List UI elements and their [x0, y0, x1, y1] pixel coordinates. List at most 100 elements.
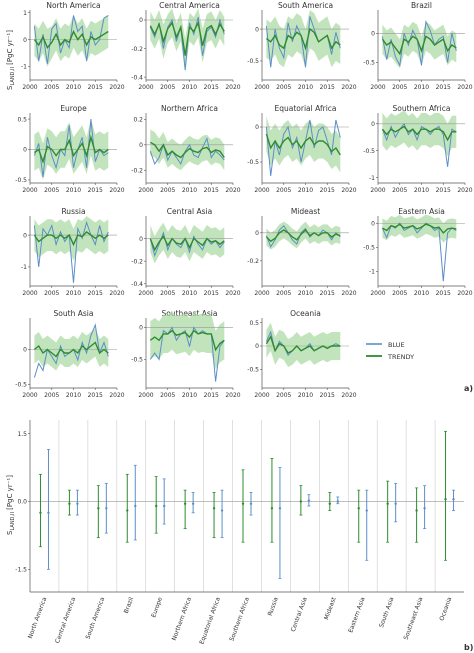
y-tick-label: 1 [23, 10, 27, 17]
x-tick-label: 2015 [88, 290, 103, 297]
errorbar-mean-point [39, 511, 42, 514]
subplot-south-asia: South Asia -0.5 0 2000 2005 2010 2015 2020 [15, 309, 125, 399]
y-tick-label: -0.5 [15, 177, 27, 184]
y-tick-label: -0.5 [247, 58, 259, 65]
series-line-trendy [33, 29, 109, 50]
series-line-trendy [265, 228, 341, 243]
x-tick-label: 2015 [320, 187, 335, 194]
x-category-label: Equatorial Africa [198, 596, 222, 645]
subplot-southeast-asia: Southeast Asia -0.5 0 2000 2005 2010 2015 2020 [131, 309, 241, 399]
errorbar-mean-point [68, 502, 71, 505]
errorbar-mean-point [212, 507, 216, 510]
subplot-central-america: Central America -0.4 -0.2 0 2000 2005 2010 2015… [131, 1, 241, 91]
series-line-trendy [265, 335, 341, 354]
errorbar-blue [423, 485, 427, 530]
x-category-label: Europe [150, 596, 164, 619]
subplot-mideast: Mideast -0.2 0 2000 2005 2010 2015 2020 [247, 207, 357, 297]
series-line-trendy [265, 27, 341, 51]
subplot-oceania: Oceania -0.5 0 0.5 2000 2005 2010 2015 2020 [247, 309, 357, 399]
x-tick-label: 2000 [22, 187, 37, 194]
subplot-brazil: Brazil -0.5 0 2000 2005 2010 2015 2020 [363, 1, 473, 91]
x-tick-label: 2015 [436, 187, 451, 194]
y-tick-label: 0 [139, 325, 143, 332]
subplot-title: Oceania [290, 309, 321, 318]
errorbar-blue [191, 492, 195, 514]
errorbar-mean-point [47, 511, 50, 514]
x-tick-label: 2015 [204, 84, 219, 91]
x-category-label: Russia [267, 596, 280, 617]
errorbar-blue [75, 489, 79, 516]
x-tick-label: 2000 [138, 392, 153, 399]
x-tick-label: 2005 [392, 84, 407, 91]
x-tick-label: 2015 [88, 84, 103, 91]
y-tick-label: -1.5 [15, 567, 27, 574]
errorbar-mean-point [394, 502, 397, 505]
x-tick-label: 2015 [436, 290, 451, 297]
subplot-title: Equatorial Africa [275, 104, 337, 113]
x-category-label: Central Asia [290, 596, 309, 633]
y-tick-label: 1.5 [17, 431, 27, 438]
errorbar-blue [249, 492, 253, 516]
x-tick-label: 2010 [298, 392, 313, 399]
y-tick-label: 0 [255, 124, 259, 131]
x-tick-label: 2000 [138, 187, 153, 194]
x-tick-label: 2005 [392, 290, 407, 297]
x-tick-label: 2010 [66, 392, 81, 399]
x-category-label: South America [85, 596, 107, 640]
x-tick-label: 2005 [44, 290, 59, 297]
errorbar-mean-point [191, 502, 195, 505]
subplot-title: Mideast [291, 207, 320, 216]
x-tick-label: 2015 [88, 392, 103, 399]
series-line-trendy [33, 230, 109, 247]
y-tick-label: 0 [23, 37, 27, 44]
y-tick-label: -0.5 [247, 367, 259, 374]
subplot-eastern-asia: Eastern Asia -1 -0.5 0 2000 2005 2010 2015 2020 [363, 207, 473, 297]
errorbar-mean-point [444, 498, 447, 501]
errorbar-mean-point [423, 507, 426, 510]
y-tick-label: 0 [371, 31, 375, 38]
x-tick-label: 2000 [22, 290, 37, 297]
x-tick-label: 2020 [109, 392, 124, 399]
x-category-label: Mideast [323, 596, 338, 621]
y-tick-label: 0 [139, 236, 143, 243]
series-line-trendy [33, 134, 109, 164]
x-tick-label: 2010 [414, 187, 429, 194]
series-line-blue [381, 122, 457, 167]
uncertainty-band [34, 15, 109, 67]
x-tick-label: 2010 [66, 84, 81, 91]
errorbar-blue [336, 496, 340, 505]
subplot-title: Central America [159, 1, 220, 10]
subplot-north-america: North America -1 0 1 2000 2005 2010 2015 2020 [21, 1, 125, 91]
errorbar-trendy [270, 458, 274, 543]
series-line-trendy [33, 341, 109, 358]
x-tick-label: 2020 [225, 392, 240, 399]
errorbar-trendy [386, 480, 390, 543]
x-tick-label: 2015 [436, 84, 451, 91]
errorbar-blue [365, 489, 369, 561]
x-tick-label: 2000 [370, 84, 385, 91]
x-tick-label: 2005 [160, 290, 175, 297]
x-tick-label: 2020 [109, 290, 124, 297]
uncertainty-band [266, 322, 341, 367]
subplot-title: Europe [60, 104, 87, 113]
errorbar-mean-point [357, 507, 360, 510]
errorbar-mean-point [76, 502, 79, 505]
series-line-trendy [149, 329, 225, 352]
x-tick-label: 2010 [182, 290, 197, 297]
errorbar-blue [220, 489, 224, 539]
subplot-title: Southern Africa [393, 104, 451, 113]
errorbar-mean-point [386, 502, 389, 505]
errorbar-mean-point [415, 509, 418, 512]
series-line-trendy [265, 133, 341, 156]
y-tick-label: 0 [371, 220, 375, 227]
x-tick-label: 2000 [370, 187, 385, 194]
legend-green-label: TRENDY [387, 353, 414, 361]
errorbar-mean-point [336, 500, 339, 503]
errorbar-mean-point [365, 509, 368, 512]
errorbar-mean-point [328, 502, 331, 505]
errorbar-trendy [241, 469, 245, 543]
series-line-trendy [149, 234, 225, 252]
y-tick-label: -0.4 [131, 74, 143, 81]
y-tick-label: 0.5 [17, 116, 27, 123]
